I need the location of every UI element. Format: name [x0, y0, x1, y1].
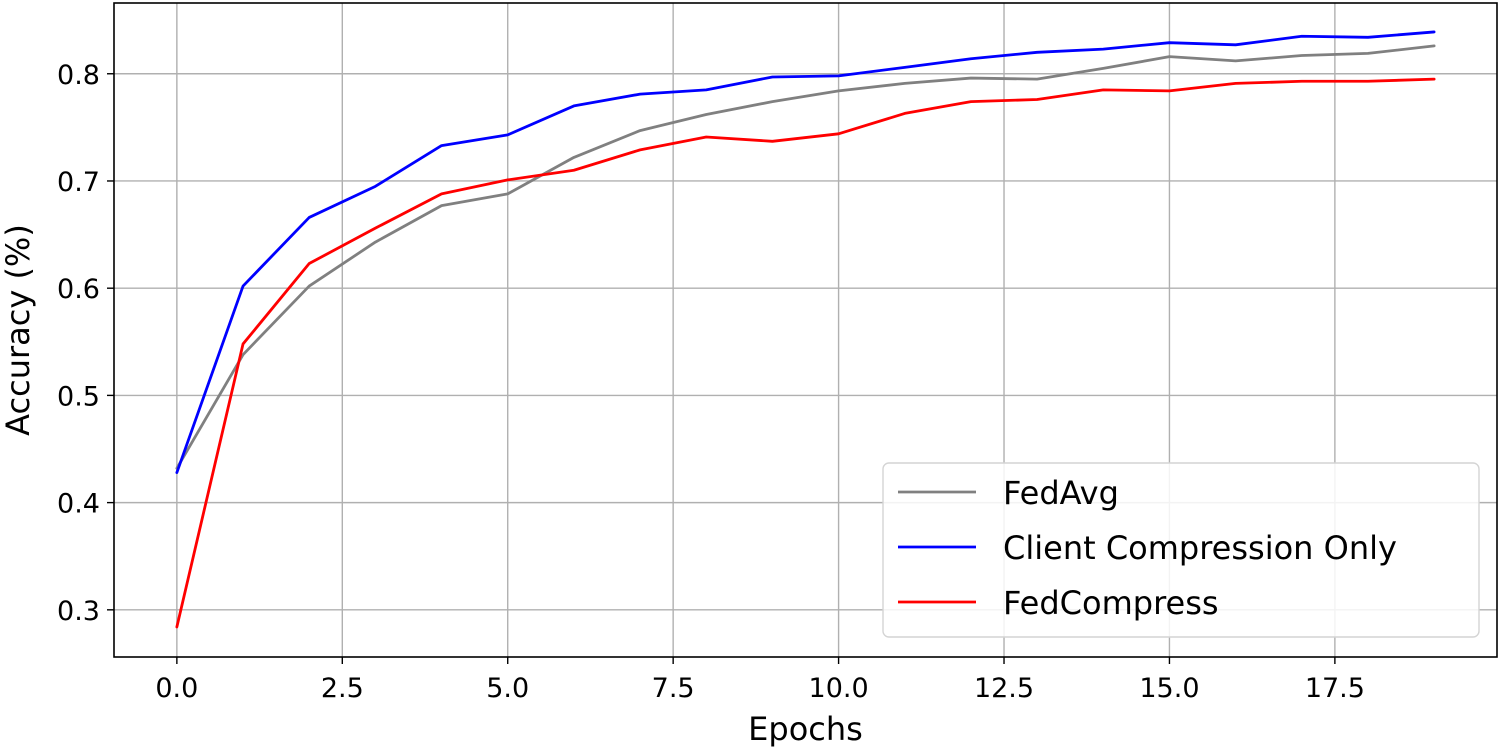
legend-label: FedCompress: [1003, 584, 1219, 622]
y-tick-label: 0.8: [57, 60, 100, 91]
y-tick-label: 0.6: [57, 274, 100, 305]
y-tick-label: 0.7: [57, 167, 100, 198]
x-tick-label: 2.5: [321, 673, 364, 704]
x-tick-label: 0.0: [155, 673, 198, 704]
y-tick-label: 0.3: [57, 596, 100, 627]
y-axis-label: Accuracy (%): [0, 224, 37, 436]
x-tick-label: 5.0: [486, 673, 529, 704]
x-axis-label: Epochs: [748, 710, 863, 748]
y-tick-label: 0.4: [57, 489, 100, 520]
x-tick-label: 17.5: [1305, 673, 1365, 704]
x-tick-label: 12.5: [974, 673, 1034, 704]
legend: FedAvg Client Compression Only FedCompress: [883, 463, 1479, 637]
x-tick-label: 10.0: [809, 673, 869, 704]
x-tick-label: 7.5: [652, 673, 695, 704]
legend-label: FedAvg: [1003, 474, 1119, 512]
legend-label: Client Compression Only: [1003, 529, 1397, 567]
x-tick-label: 15.0: [1139, 673, 1199, 704]
y-tick-label: 0.5: [57, 381, 100, 412]
